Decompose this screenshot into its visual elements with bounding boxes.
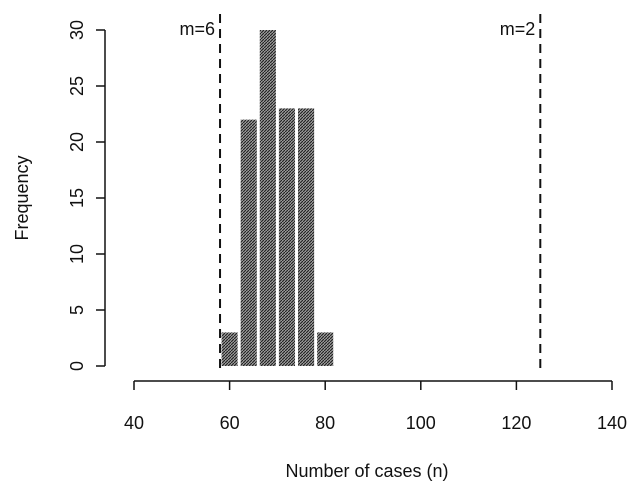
reference-line-label: m=2	[500, 19, 536, 39]
histogram-bar	[317, 332, 334, 366]
bars-layer	[221, 30, 334, 367]
x-tick-label: 140	[597, 413, 627, 433]
axes-layer: 40 60 80 100 120 140 0 5 10 15 20 25 30	[67, 20, 627, 433]
histogram-bar	[278, 108, 296, 367]
histogram-bar	[240, 119, 257, 366]
y-tick-label: 20	[67, 132, 87, 152]
histogram-bar	[221, 332, 238, 366]
y-tick-label: 30	[67, 20, 87, 40]
y-tick-label: 0	[67, 361, 87, 371]
reference-line-label: m=6	[180, 19, 216, 39]
x-axis-label: Number of cases (n)	[285, 461, 448, 481]
x-tick-label: 120	[501, 413, 531, 433]
x-tick-label: 100	[406, 413, 436, 433]
y-axis-label: Frequency	[12, 155, 32, 240]
x-tick-label: 60	[220, 413, 240, 433]
x-tick-label: 40	[124, 413, 144, 433]
histogram-bar	[259, 30, 276, 366]
y-tick-label: 10	[67, 244, 87, 264]
y-tick-label: 15	[67, 188, 87, 208]
y-tick-label: 25	[67, 76, 87, 96]
reference-lines-layer: m=6 m=2	[180, 14, 542, 372]
x-tick-label: 80	[315, 413, 335, 433]
y-tick-label: 5	[67, 305, 87, 315]
histogram-bar	[298, 108, 315, 367]
